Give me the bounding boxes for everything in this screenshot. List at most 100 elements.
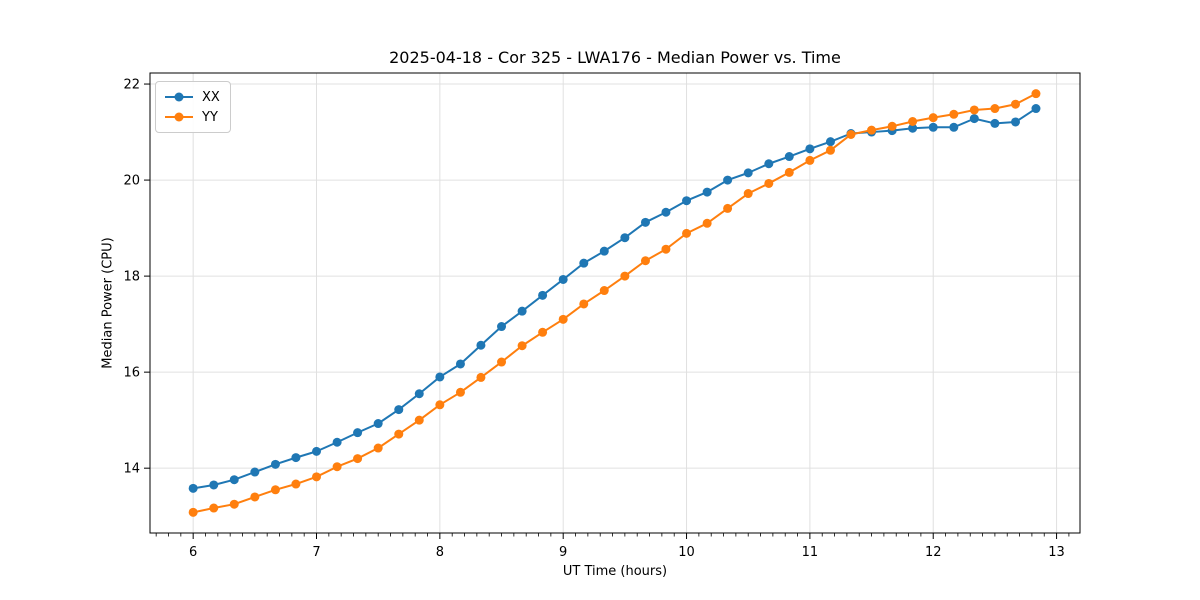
data-point-yy <box>373 443 383 453</box>
data-point-xx <box>620 233 630 243</box>
data-point-yy <box>846 129 856 139</box>
data-point-xx <box>414 389 424 399</box>
data-point-yy <box>250 492 260 502</box>
x-axis-label: UT Time (hours) <box>562 564 668 579</box>
x-tick-label: 11 <box>802 545 819 560</box>
data-point-yy <box>764 178 774 188</box>
data-point-xx <box>661 207 671 217</box>
data-point-yy <box>517 341 527 351</box>
data-point-xx <box>702 187 712 197</box>
data-point-yy <box>209 503 219 513</box>
data-point-yy <box>394 429 404 439</box>
data-point-xx <box>928 122 938 132</box>
series-line-xx <box>193 107 1037 490</box>
data-point-xx <box>990 118 1000 128</box>
data-point-yy <box>188 507 198 517</box>
data-point-xx <box>229 475 239 485</box>
series-xx <box>188 104 1041 493</box>
data-point-xx <box>517 306 527 316</box>
data-point-yy <box>1031 89 1041 99</box>
chart-title: 2025-04-18 - Cor 325 - LWA176 - Median P… <box>389 48 841 67</box>
data-point-xx <box>784 152 794 162</box>
data-point-xx <box>1031 104 1041 114</box>
plot-spines <box>149 72 1081 534</box>
legend-label-xx: XX <box>202 89 220 105</box>
data-point-xx <box>394 405 404 415</box>
axes: 6 7 8 9 10 11 12 13 14 16 18 20 22 <box>123 78 1070 560</box>
data-point-xx <box>723 175 733 185</box>
data-point-yy <box>969 105 979 115</box>
data-point-yy <box>229 499 239 509</box>
data-point-yy <box>887 121 897 131</box>
data-point-xx <box>435 372 445 382</box>
x-tick-label: 10 <box>678 545 695 560</box>
data-point-xx <box>949 122 959 132</box>
y-axis-label: Median Power (CPU) <box>100 237 116 369</box>
legend: XX YY <box>155 81 231 133</box>
series-yy <box>188 89 1041 517</box>
data-point-yy <box>990 104 1000 114</box>
data-point-xx <box>640 217 650 227</box>
x-tick-label: 7 <box>312 545 320 560</box>
data-point-yy <box>455 387 465 397</box>
legend-label-yy: YY <box>202 109 218 125</box>
y-tick-label: 16 <box>123 366 140 381</box>
data-point-yy <box>743 189 753 199</box>
data-point-xx <box>1010 117 1020 127</box>
data-point-yy <box>291 479 301 489</box>
data-point-yy <box>1010 99 1020 109</box>
data-point-xx <box>908 123 918 133</box>
data-point-yy <box>332 462 342 472</box>
data-point-yy <box>538 327 548 337</box>
data-point-yy <box>867 125 877 135</box>
data-point-yy <box>558 314 568 324</box>
data-point-xx <box>579 258 589 268</box>
data-point-xx <box>476 340 486 350</box>
y-tick-label: 20 <box>123 174 140 189</box>
data-point-xx <box>805 144 815 154</box>
data-point-yy <box>435 400 445 410</box>
data-point-xx <box>497 322 507 332</box>
data-point-xx <box>209 480 219 490</box>
data-point-xx <box>455 359 465 369</box>
data-point-yy <box>805 155 815 165</box>
data-point-yy <box>640 256 650 266</box>
data-point-yy <box>723 203 733 213</box>
data-point-yy <box>825 145 835 155</box>
data-point-yy <box>908 116 918 126</box>
data-point-xx <box>599 246 609 256</box>
legend-marker-yy-icon <box>165 112 193 122</box>
data-point-yy <box>414 415 424 425</box>
data-point-yy <box>270 485 280 495</box>
data-point-xx <box>270 459 280 469</box>
data-point-xx <box>825 137 835 147</box>
legend-item-yy: YY <box>164 107 220 127</box>
data-point-xx <box>969 114 979 124</box>
data-point-xx <box>538 290 548 300</box>
y-tick-label: 18 <box>123 270 140 285</box>
data-point-xx <box>353 428 363 438</box>
x-tick-label: 8 <box>436 545 444 560</box>
data-point-xx <box>373 419 383 429</box>
x-tick-label: 6 <box>189 545 197 560</box>
y-tick-label: 14 <box>123 462 140 477</box>
legend-item-xx: XX <box>164 87 220 107</box>
data-point-xx <box>188 483 198 493</box>
x-tick-label: 9 <box>559 545 567 560</box>
data-point-yy <box>682 228 692 238</box>
data-point-xx <box>682 196 692 206</box>
data-point-xx <box>558 274 568 284</box>
data-point-yy <box>702 218 712 228</box>
data-point-yy <box>620 271 630 281</box>
data-point-yy <box>497 357 507 367</box>
x-tick-label: 12 <box>925 545 942 560</box>
grid-lines <box>150 73 1080 533</box>
data-point-yy <box>949 109 959 119</box>
data-point-yy <box>661 244 671 254</box>
data-point-yy <box>353 454 363 464</box>
data-point-xx <box>332 437 342 447</box>
data-point-yy <box>784 167 794 177</box>
plot-border <box>149 72 1081 534</box>
